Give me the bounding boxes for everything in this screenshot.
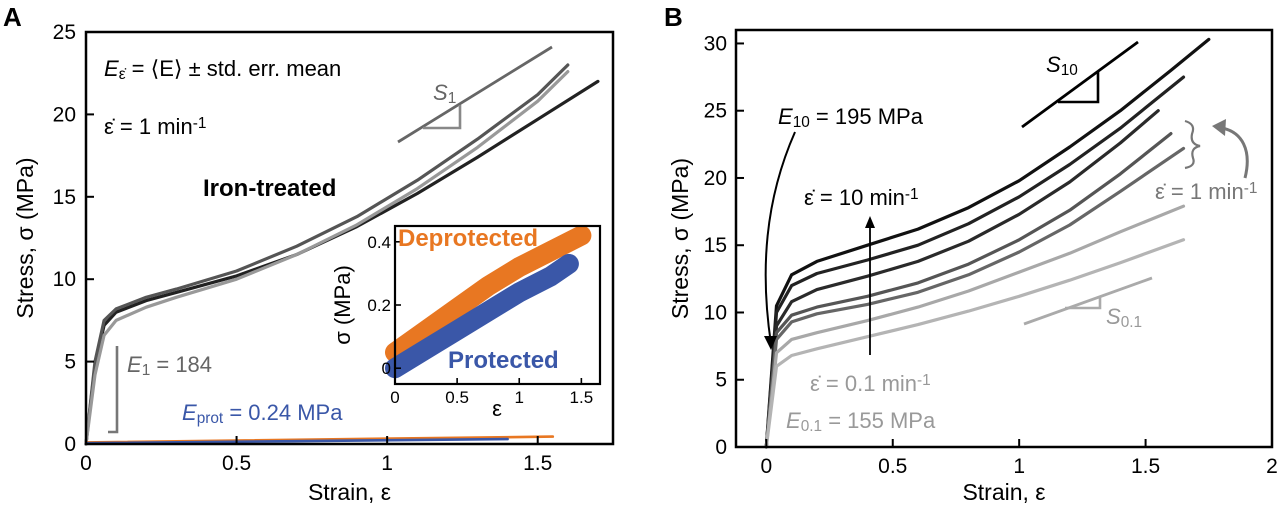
a-slope-label: S1 xyxy=(433,80,456,107)
a-x-tick-label: 1.5 xyxy=(523,452,552,475)
b-slope-10-triangle xyxy=(1058,72,1100,104)
inset-y-tick-label: 0.2 xyxy=(367,296,391,315)
b-x-tick-label: 1.5 xyxy=(1131,455,1160,478)
b-e10-arrowhead xyxy=(764,336,777,350)
a-rate-text: ε̇ = 1 min-1 xyxy=(104,114,206,139)
a-x-tick-label: 0.5 xyxy=(222,452,251,475)
b-e01-label: E0.1 = 155 MPa xyxy=(786,408,936,435)
b-rate-1-arrow xyxy=(1221,126,1249,179)
b-y-tick-label: 15 xyxy=(704,234,727,257)
b-rate-1-label: ε̇ = 1 min-1 xyxy=(1155,179,1257,204)
b-rate-1-arrowhead xyxy=(1212,119,1226,136)
b-y-tick-label: 0 xyxy=(715,436,727,459)
a-y-tick-label: 5 xyxy=(64,351,76,374)
a-plot-frame xyxy=(84,30,615,446)
b-slope-10-line xyxy=(1021,40,1139,129)
b-y-tick-label: 20 xyxy=(704,167,727,190)
b-series-line xyxy=(764,37,1211,449)
inset-y-axis-label: σ (MPa) xyxy=(330,265,355,345)
a-y-tick-label: 15 xyxy=(53,186,76,209)
a-y-axis-label: Stress, σ (MPa) xyxy=(12,157,38,318)
b-y-axis-label: Stress, σ (MPa) xyxy=(667,158,693,319)
b-rate-arrowhead xyxy=(865,216,875,228)
b-x-tick-label: 0 xyxy=(760,455,772,478)
b-slope-01-label: S0.1 xyxy=(1106,304,1142,331)
b-slope-10-label: S10 xyxy=(1046,52,1078,79)
a-series-line xyxy=(84,63,570,446)
inset-y-tick-label: 0 xyxy=(382,359,391,378)
a-x-axis-label: Strain, ε xyxy=(308,479,391,505)
inset-y-tick-label: 0.4 xyxy=(367,233,391,252)
inset-deprotected-label: Deprotected xyxy=(398,225,538,252)
inset-x-tick-label: 1.5 xyxy=(570,388,594,407)
a-iron-treated-label: Iron-treated xyxy=(203,175,336,202)
b-rate-1-bracket xyxy=(1184,119,1201,170)
inset-series-line xyxy=(385,225,592,363)
b-y-tick-label: 10 xyxy=(704,301,727,324)
a-panel-label: A xyxy=(3,2,22,32)
a-y-tick-label: 10 xyxy=(53,268,76,291)
a-eprot-label: Eprot = 0.24 MPa xyxy=(182,400,343,427)
b-x-axis-label: Strain, ε xyxy=(962,479,1045,505)
a-x-tick-label: 1 xyxy=(381,452,393,475)
b-y-tick-label: 25 xyxy=(704,100,727,123)
b-y-tick-label: 5 xyxy=(715,369,727,392)
a-slope-triangle xyxy=(423,105,462,130)
b-plot-frame xyxy=(734,28,1274,449)
b-panel-label: B xyxy=(664,2,683,32)
b-e10-label: E10 = 195 MPa xyxy=(778,104,924,131)
b-series-line xyxy=(764,75,1186,449)
b-series-line xyxy=(764,146,1186,449)
a-y-tick-label: 0 xyxy=(64,433,76,456)
a-series-line xyxy=(84,437,509,445)
a-formula-text: Eε̇ = ⟨E⟩ ± std. err. mean xyxy=(104,56,341,83)
b-x-tick-label: 2 xyxy=(1266,455,1278,478)
b-y-tick-label: 30 xyxy=(704,32,727,55)
a-slope-line xyxy=(397,45,553,144)
b-rate-01-label: ε̇ = 0.1 min-1 xyxy=(810,371,931,396)
b-slope-01-triangle xyxy=(1065,296,1102,310)
b-series-line xyxy=(764,238,1186,449)
a-x-tick-label: 0 xyxy=(80,452,92,475)
b-e10-arrow xyxy=(764,131,796,345)
a-y-tick-label: 20 xyxy=(53,103,76,126)
a-series-line xyxy=(84,69,570,446)
b-slope-01-line xyxy=(1023,276,1153,326)
inset-protected-label: Protected xyxy=(448,347,559,374)
a-y-tick-label: 25 xyxy=(53,21,76,44)
inset-x-tick-label: 0.5 xyxy=(445,388,469,407)
inset-series-line xyxy=(385,253,579,379)
inset-x-tick-label: 1 xyxy=(515,388,524,407)
b-series-line xyxy=(764,109,1160,449)
b-x-tick-label: 0.5 xyxy=(878,455,907,478)
inset-x-tick-label: 0 xyxy=(390,388,399,407)
b-x-tick-label: 1 xyxy=(1013,455,1025,478)
inset-x-axis-label: ε xyxy=(492,396,502,421)
a-e1-label: E1 = 184 xyxy=(127,352,212,379)
a-e1-triangle xyxy=(108,346,119,434)
b-rate-10-label: ε̇ = 10 min-1 xyxy=(804,185,919,210)
b-series-line xyxy=(764,204,1186,449)
b-series-line xyxy=(764,132,1173,449)
